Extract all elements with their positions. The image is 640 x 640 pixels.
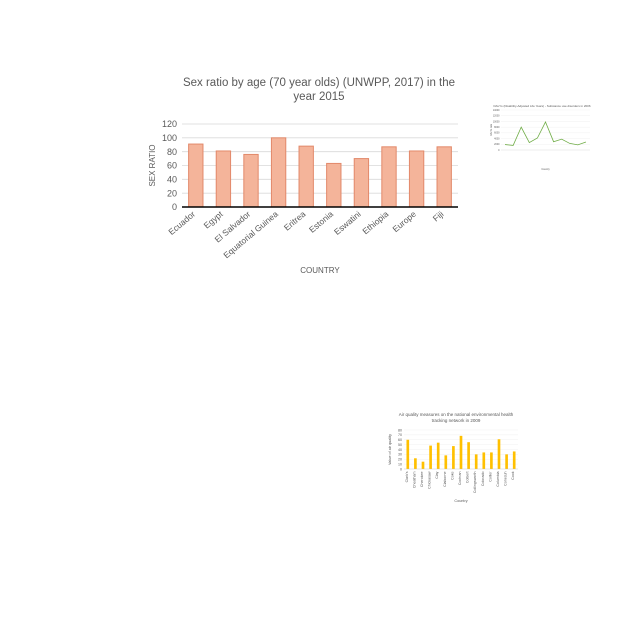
y-tick-label: 60 xyxy=(398,438,402,442)
x-axis-title: Country xyxy=(454,499,467,503)
bar xyxy=(436,146,452,208)
bar xyxy=(408,150,425,208)
series-line xyxy=(505,121,587,146)
x-tick-label: Europe xyxy=(390,209,418,234)
bar xyxy=(243,153,259,208)
bar xyxy=(188,143,204,208)
y-tick-label: 0 xyxy=(498,149,500,152)
y-tick-label: 120 xyxy=(162,119,177,129)
y-axis-title: DALYs rate xyxy=(490,123,493,136)
y-tick-label: 8000 xyxy=(494,126,500,129)
x-tick-label: Collier xyxy=(488,471,492,482)
x-axis-title: Country xyxy=(541,168,550,171)
x-tick-label: Conecuh xyxy=(504,472,508,486)
x-tick-label: Clay xyxy=(435,471,439,478)
y-tick-label: 0 xyxy=(172,202,177,212)
chart-title: Air quality measures on the national env… xyxy=(398,412,514,423)
y-tick-label: 60 xyxy=(167,161,177,171)
bar xyxy=(429,445,432,469)
x-tick-label: Claiborne xyxy=(443,472,447,487)
bar xyxy=(436,442,440,469)
bar xyxy=(270,137,287,208)
y-axis-title: Value of air quality xyxy=(388,434,392,465)
y-axis-title: SEX RATIO xyxy=(148,144,157,186)
y-tick-label: 20 xyxy=(398,458,402,462)
x-tick-label: Colorado xyxy=(481,472,485,487)
y-tick-label: 14000 xyxy=(493,109,500,112)
x-tick-label: Cheatham xyxy=(412,472,416,489)
x-axis-title: COUNTRY xyxy=(300,266,340,275)
y-tick-label: 70 xyxy=(398,433,402,437)
x-tick-label: Columbia xyxy=(496,472,500,487)
sex-ratio-chart: Sex ratio by age (70 year olds) (UNWPP, … xyxy=(140,70,470,290)
y-tick-label: 30 xyxy=(398,453,402,457)
y-tick-label: 80 xyxy=(398,428,402,432)
dalys-line-chart-svg: 0 2000 4000 6000 8000 10000 12000 14000 Country D… xyxy=(490,109,590,171)
bar xyxy=(452,446,455,469)
bar xyxy=(215,150,232,208)
y-tick-label: 0 xyxy=(400,467,402,471)
bar xyxy=(512,451,516,469)
y-tick-label: 100 xyxy=(162,133,177,143)
x-tick-label: Chickasaw xyxy=(428,471,432,489)
x-tick-label: Collingsworth xyxy=(473,472,477,494)
y-tick-label: 6000 xyxy=(494,132,500,135)
x-tick-label: Coke xyxy=(450,471,454,479)
y-tick-label: 50 xyxy=(398,443,402,447)
bar xyxy=(459,435,463,469)
x-tick-label: Colbert xyxy=(466,472,470,484)
y-tick-label: 10000 xyxy=(493,120,500,123)
y-tick-label: 40 xyxy=(398,448,402,452)
bar xyxy=(421,461,425,469)
y-tick-label: 20 xyxy=(167,188,177,198)
chart-title: DALYs (Disability-Adjusted Life Years) -… xyxy=(493,104,591,108)
x-tick-label: Ethiopia xyxy=(360,209,390,237)
x-tick-label: Cherokee xyxy=(420,472,424,488)
bar xyxy=(467,442,470,469)
bar xyxy=(482,452,486,469)
y-tick-label: 80 xyxy=(167,147,177,157)
y-tick-label: 2000 xyxy=(494,143,500,146)
bar xyxy=(326,162,342,208)
x-tick-label: Egypt xyxy=(202,208,226,230)
bar xyxy=(497,439,501,469)
bar xyxy=(298,145,314,208)
x-tick-label: Clark's xyxy=(405,471,409,482)
bar xyxy=(381,146,397,208)
dalys-line-chart: DALYs (Disability-Adjusted Life Years) -… xyxy=(488,100,596,180)
y-tick-label: 40 xyxy=(167,174,177,184)
bar xyxy=(490,452,493,469)
bar xyxy=(406,439,410,469)
y-tick-label: 10 xyxy=(398,462,402,466)
air-quality-chart: Air quality measures on the national env… xyxy=(382,408,530,516)
y-tick-label: 12000 xyxy=(493,115,500,118)
bar xyxy=(414,458,417,469)
x-tick-label: Cook xyxy=(511,471,515,480)
y-tick-label: 4000 xyxy=(494,137,500,140)
bar xyxy=(474,454,478,469)
x-tick-label: Ecuador xyxy=(166,209,197,237)
x-tick-label: Eswatini xyxy=(332,209,363,237)
bar xyxy=(353,158,370,208)
x-tick-label: Eritrea xyxy=(282,209,308,233)
x-tick-label: Fiji xyxy=(431,209,446,224)
x-tick-label: Cochran xyxy=(458,472,462,486)
x-tick-label: Estonia xyxy=(307,209,335,235)
chart-title: Sex ratio by age (70 year olds) (UNWPP, … xyxy=(182,77,456,103)
bar xyxy=(444,455,448,469)
bar xyxy=(505,454,508,469)
